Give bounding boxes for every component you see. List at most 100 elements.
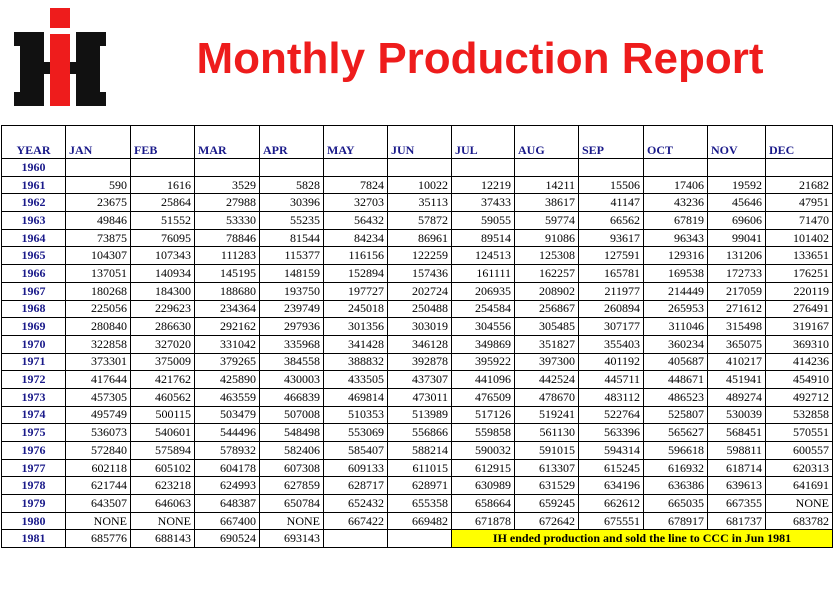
value-cell: 548498 (259, 423, 324, 442)
value-cell: NONE (130, 511, 195, 531)
value-cell: 131206 (707, 246, 766, 266)
value-cell: 623218 (130, 476, 195, 496)
value-cell: 32703 (323, 193, 388, 213)
table-row: 1963 49846 51552 53330 55235 56432 57872 59055 5… (1, 211, 833, 230)
value-cell: 652432 (323, 494, 388, 513)
table-row: 1970 322858 327020 331042 335968 341428 346128… (1, 334, 833, 354)
value-cell: 217059 (707, 281, 766, 301)
value-cell: 634196 (578, 476, 644, 496)
value-cell: 631529 (514, 476, 579, 496)
value-cell: 615245 (578, 458, 644, 478)
value-cell: 510353 (323, 405, 388, 425)
value-cell: 161111 (451, 264, 515, 283)
year-cell: 1977 (1, 458, 66, 478)
value-cell: 525807 (643, 405, 708, 425)
value-cell: 600557 (765, 441, 833, 460)
value-cell: 165781 (578, 264, 644, 283)
value-cell: 532858 (765, 405, 833, 425)
value-cell: 685776 (65, 529, 131, 549)
value-cell (451, 158, 515, 177)
value-cell (707, 158, 766, 177)
year-cell: 1980 (1, 511, 66, 531)
value-cell: 116156 (323, 246, 388, 266)
value-cell: 47951 (765, 193, 833, 213)
value-cell: 84234 (323, 228, 388, 248)
column-header-jun: JUN (387, 125, 452, 159)
value-cell: 650784 (259, 494, 324, 513)
value-cell: 49846 (65, 211, 131, 230)
value-cell: 590032 (451, 441, 515, 460)
value-cell: 588214 (387, 441, 452, 460)
production-table: YEAR JAN FEB MAR APR MAY JUN JUL AUG SEP OCT NOV DEC… (1, 125, 833, 549)
logo-red-dot (50, 8, 70, 28)
value-cell: 683782 (765, 511, 833, 531)
value-cell: 596618 (643, 441, 708, 460)
value-cell: 536073 (65, 423, 131, 442)
value-cell (194, 158, 260, 177)
value-cell: 355403 (578, 334, 644, 354)
value-cell: 563396 (578, 423, 644, 442)
year-cell: 1972 (1, 370, 66, 389)
value-cell: 56432 (323, 211, 388, 230)
value-cell: 628971 (387, 476, 452, 496)
value-cell: 239749 (259, 299, 324, 319)
value-cell: 129316 (643, 246, 708, 266)
column-header-oct: OCT (643, 125, 708, 159)
value-cell: 37433 (451, 193, 515, 213)
table-body: 1960 1961 590 1616 3529 5828 7824 10022 12219 142… (1, 158, 833, 549)
value-cell: 122259 (387, 246, 452, 266)
value-cell: 184300 (130, 281, 195, 301)
end-of-production-note: IH ended production and sold the line to… (451, 529, 833, 549)
value-cell: 10022 (387, 175, 452, 195)
table-row: 1981 685776 688143 690524 693143 IH ended pro… (1, 529, 833, 549)
value-cell: NONE (65, 511, 131, 531)
table-row: 1975 536073 540601 544496 548498 553069 556866… (1, 423, 833, 442)
value-cell (259, 158, 324, 177)
year-cell: 1976 (1, 441, 66, 460)
table-row: 1966 137051 140934 145195 148159 152894 157436… (1, 264, 833, 283)
table-row: 1973 457305 460562 463559 466839 469814 473011… (1, 387, 833, 407)
value-cell: 86961 (387, 228, 452, 248)
table-row: 1964 73875 76095 78846 81544 84234 86961 89514 9… (1, 228, 833, 248)
value-cell: 369310 (765, 334, 833, 354)
value-cell: 628717 (323, 476, 388, 496)
value-cell: 605102 (130, 458, 195, 478)
value-cell: 594314 (578, 441, 644, 460)
value-cell: NONE (765, 494, 833, 513)
table-row: 1971 373301 375009 379265 384558 388832 392878… (1, 352, 833, 372)
page-title: Monthly Production Report (196, 34, 764, 83)
value-cell: 152894 (323, 264, 388, 283)
value-cell: 360234 (643, 334, 708, 354)
year-cell: 1969 (1, 317, 66, 336)
value-cell: 127591 (578, 246, 644, 266)
value-cell: 331042 (194, 334, 260, 354)
column-header-dec: DEC (765, 125, 833, 159)
value-cell: 561130 (514, 423, 579, 442)
value-cell (323, 529, 388, 549)
column-header-nov: NOV (707, 125, 766, 159)
year-cell: 1965 (1, 246, 66, 266)
year-cell: 1973 (1, 387, 66, 407)
value-cell: 303019 (387, 317, 452, 336)
value-cell: 180268 (65, 281, 131, 301)
value-cell (65, 158, 131, 177)
value-cell: 401192 (578, 352, 644, 372)
value-cell: 7824 (323, 175, 388, 195)
value-cell (387, 158, 452, 177)
table-row: 1961 590 1616 3529 5828 7824 10022 12219 14211 15… (1, 175, 833, 195)
value-cell: 671878 (451, 511, 515, 531)
value-cell: 688143 (130, 529, 195, 549)
column-header-jul: JUL (451, 125, 515, 159)
value-cell: 211977 (578, 281, 644, 301)
value-cell: 672642 (514, 511, 579, 531)
value-cell: 665035 (643, 494, 708, 513)
value-cell: 71470 (765, 211, 833, 230)
value-cell: 544496 (194, 423, 260, 442)
value-cell: 137051 (65, 264, 131, 283)
value-cell: 667422 (323, 511, 388, 531)
value-cell: 486523 (643, 387, 708, 407)
column-header-may: MAY (323, 125, 388, 159)
value-cell: 3529 (194, 175, 260, 195)
table-row: 1967 180268 184300 188680 193750 197727 202724… (1, 281, 833, 301)
column-header-jan: JAN (65, 125, 131, 159)
